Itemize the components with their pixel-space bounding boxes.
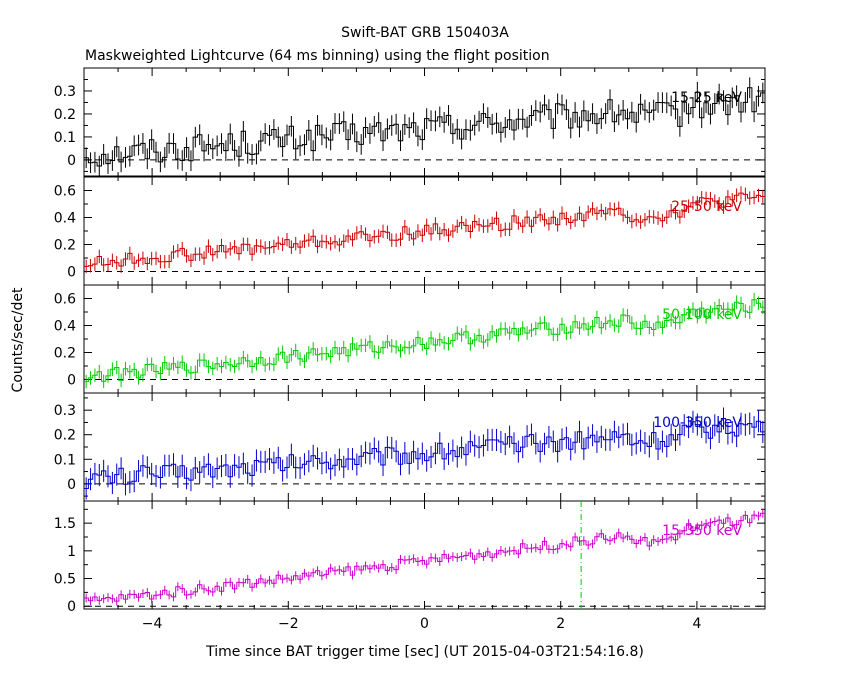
chart-title: Swift-BAT GRB 150403A bbox=[341, 25, 509, 41]
series-100-350-kev bbox=[84, 407, 765, 500]
series-15-25-kev bbox=[84, 77, 765, 177]
y-tick-label: 0.4 bbox=[54, 319, 76, 335]
lightcurve-line bbox=[84, 87, 765, 167]
lightcurve-line bbox=[84, 299, 765, 383]
y-tick-label: 0.3 bbox=[54, 84, 76, 100]
x-tick-label: −2 bbox=[278, 616, 299, 632]
y-tick-label: 0 bbox=[67, 265, 76, 281]
y-tick-label: 0.6 bbox=[54, 184, 76, 200]
series-25-50-kev bbox=[84, 186, 765, 274]
x-tick-label: −4 bbox=[142, 616, 163, 632]
y-tick-label: 0.2 bbox=[54, 428, 76, 444]
panel-4: 0 0.1 0.2 0.3 100-350 keV bbox=[54, 392, 766, 502]
band-label: 25-50 keV bbox=[671, 199, 742, 215]
x-tick-label: 2 bbox=[556, 616, 565, 632]
series-50-100-kev bbox=[84, 292, 765, 389]
lightcurve-line bbox=[84, 418, 765, 489]
panel-2: 0 0.2 0.4 0.6 25-50 keV bbox=[54, 176, 766, 286]
y-tick-label: 1.5 bbox=[54, 516, 76, 532]
x-tick-label: 0 bbox=[420, 616, 429, 632]
band-label: 15-25 keV bbox=[671, 90, 742, 106]
lightcurve-line bbox=[84, 512, 765, 602]
y-tick-label: 0 bbox=[67, 373, 76, 389]
y-tick-label: 0.5 bbox=[54, 572, 76, 588]
band-label: 100-350 keV bbox=[653, 415, 742, 431]
y-tick-label: 0.2 bbox=[54, 346, 76, 362]
y-tick-label: 0 bbox=[67, 477, 76, 493]
x-tick-label: 4 bbox=[692, 616, 701, 632]
y-tick-label: 0.1 bbox=[54, 452, 76, 468]
y-tick-label: 1 bbox=[67, 544, 76, 560]
y-tick-label: 0.2 bbox=[54, 238, 76, 254]
y-tick-label: 0 bbox=[67, 153, 76, 169]
x-axis-label: Time since BAT trigger time [sec] (UT 20… bbox=[205, 644, 644, 660]
band-label: 50-100 keV bbox=[662, 307, 742, 323]
band-label: 15-350 keV bbox=[662, 523, 742, 539]
y-tick-label: 0.2 bbox=[54, 107, 76, 123]
y-tick-label: 0 bbox=[67, 599, 76, 615]
lightcurve-line bbox=[84, 192, 765, 267]
y-axis-label: Counts/sec/det bbox=[10, 287, 26, 392]
y-tick-label: 0.4 bbox=[54, 211, 76, 227]
chart-subtitle: Maskweighted Lightcurve (64 ms binning) … bbox=[85, 48, 550, 64]
series-15-350-kev bbox=[84, 508, 765, 606]
y-tick-label: 0.1 bbox=[54, 130, 76, 146]
y-tick-label: 0.6 bbox=[54, 292, 76, 308]
panel-3: 0 0.2 0.4 0.6 50-100 keV bbox=[54, 284, 766, 394]
panel-1: 0 0.1 0.2 0.3 15-25 keV bbox=[54, 67, 766, 177]
y-tick-label: 0.3 bbox=[54, 403, 76, 419]
panel-5: 0 0.5 1 1.5 −4 −2 0 2 4 15-350 keV bbox=[54, 500, 766, 632]
